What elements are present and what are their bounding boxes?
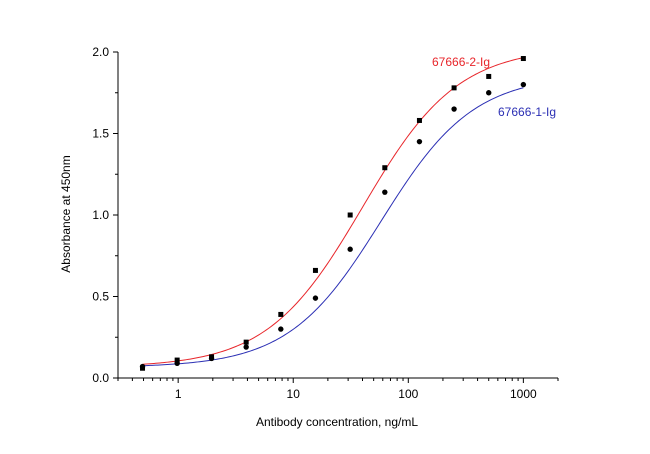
data-point-67666-1-Ig xyxy=(174,360,180,367)
fit-curve-67666-1-Ig xyxy=(142,87,524,367)
y-tick-label: 0.0 xyxy=(92,371,109,385)
data-point-67666-2-Ig xyxy=(451,85,457,91)
y-tick-label: 2.0 xyxy=(92,45,109,59)
series-label-2: 67666-1-Ig xyxy=(498,105,556,119)
data-point-67666-1-Ig xyxy=(208,355,215,362)
data-point-67666-2-Ig xyxy=(312,267,318,273)
y-axis-label: Absorbance at 450nm xyxy=(59,155,73,272)
data-point-67666-2-Ig xyxy=(174,357,180,363)
y-tick-label: 0.5 xyxy=(92,290,109,304)
data-point-67666-2-Ig xyxy=(382,165,388,171)
x-tick-label: 100 xyxy=(398,387,418,401)
x-tick-label: 1 xyxy=(175,387,182,401)
data-point-67666-1-Ig xyxy=(382,189,388,195)
fit-curves xyxy=(142,57,524,367)
x-tick-label: 10 xyxy=(287,387,301,401)
data-point-67666-2-Ig xyxy=(347,212,353,218)
data-point-67666-2-Ig xyxy=(486,73,492,79)
x-axis-label: Antibody concentration, ng/mL xyxy=(256,415,418,429)
series-label-1: 67666-2-Ig xyxy=(432,55,490,69)
data-point-67666-1-Ig xyxy=(451,106,457,112)
data-point-67666-1-Ig xyxy=(486,90,492,96)
data-point-67666-1-Ig xyxy=(347,246,353,252)
data-point-67666-1-Ig xyxy=(278,326,284,332)
axes: 0.0 0.5 1.0 1.5 2.0 1 10 100 1000 xyxy=(92,45,559,401)
data-point-67666-1-Ig xyxy=(312,295,319,301)
data-point-67666-2-Ig xyxy=(243,339,249,345)
data-point-67666-2-Ig xyxy=(520,56,526,62)
data-points xyxy=(139,56,527,371)
data-point-67666-2-Ig xyxy=(278,311,284,317)
data-point-67666-1-Ig xyxy=(243,344,249,350)
y-tick-label: 1.0 xyxy=(92,208,109,222)
series-labels: 67666-2-Ig 67666-1-Ig xyxy=(432,55,556,119)
data-point-67666-2-Ig xyxy=(416,117,422,123)
data-point-67666-1-Ig xyxy=(416,138,423,145)
data-point-67666-1-Ig xyxy=(139,363,146,370)
y-tick-label: 1.5 xyxy=(92,127,109,141)
fit-curve-67666-2-Ig xyxy=(142,57,524,365)
x-tick-label: 1000 xyxy=(510,387,537,401)
data-point-67666-1-Ig xyxy=(520,81,527,88)
